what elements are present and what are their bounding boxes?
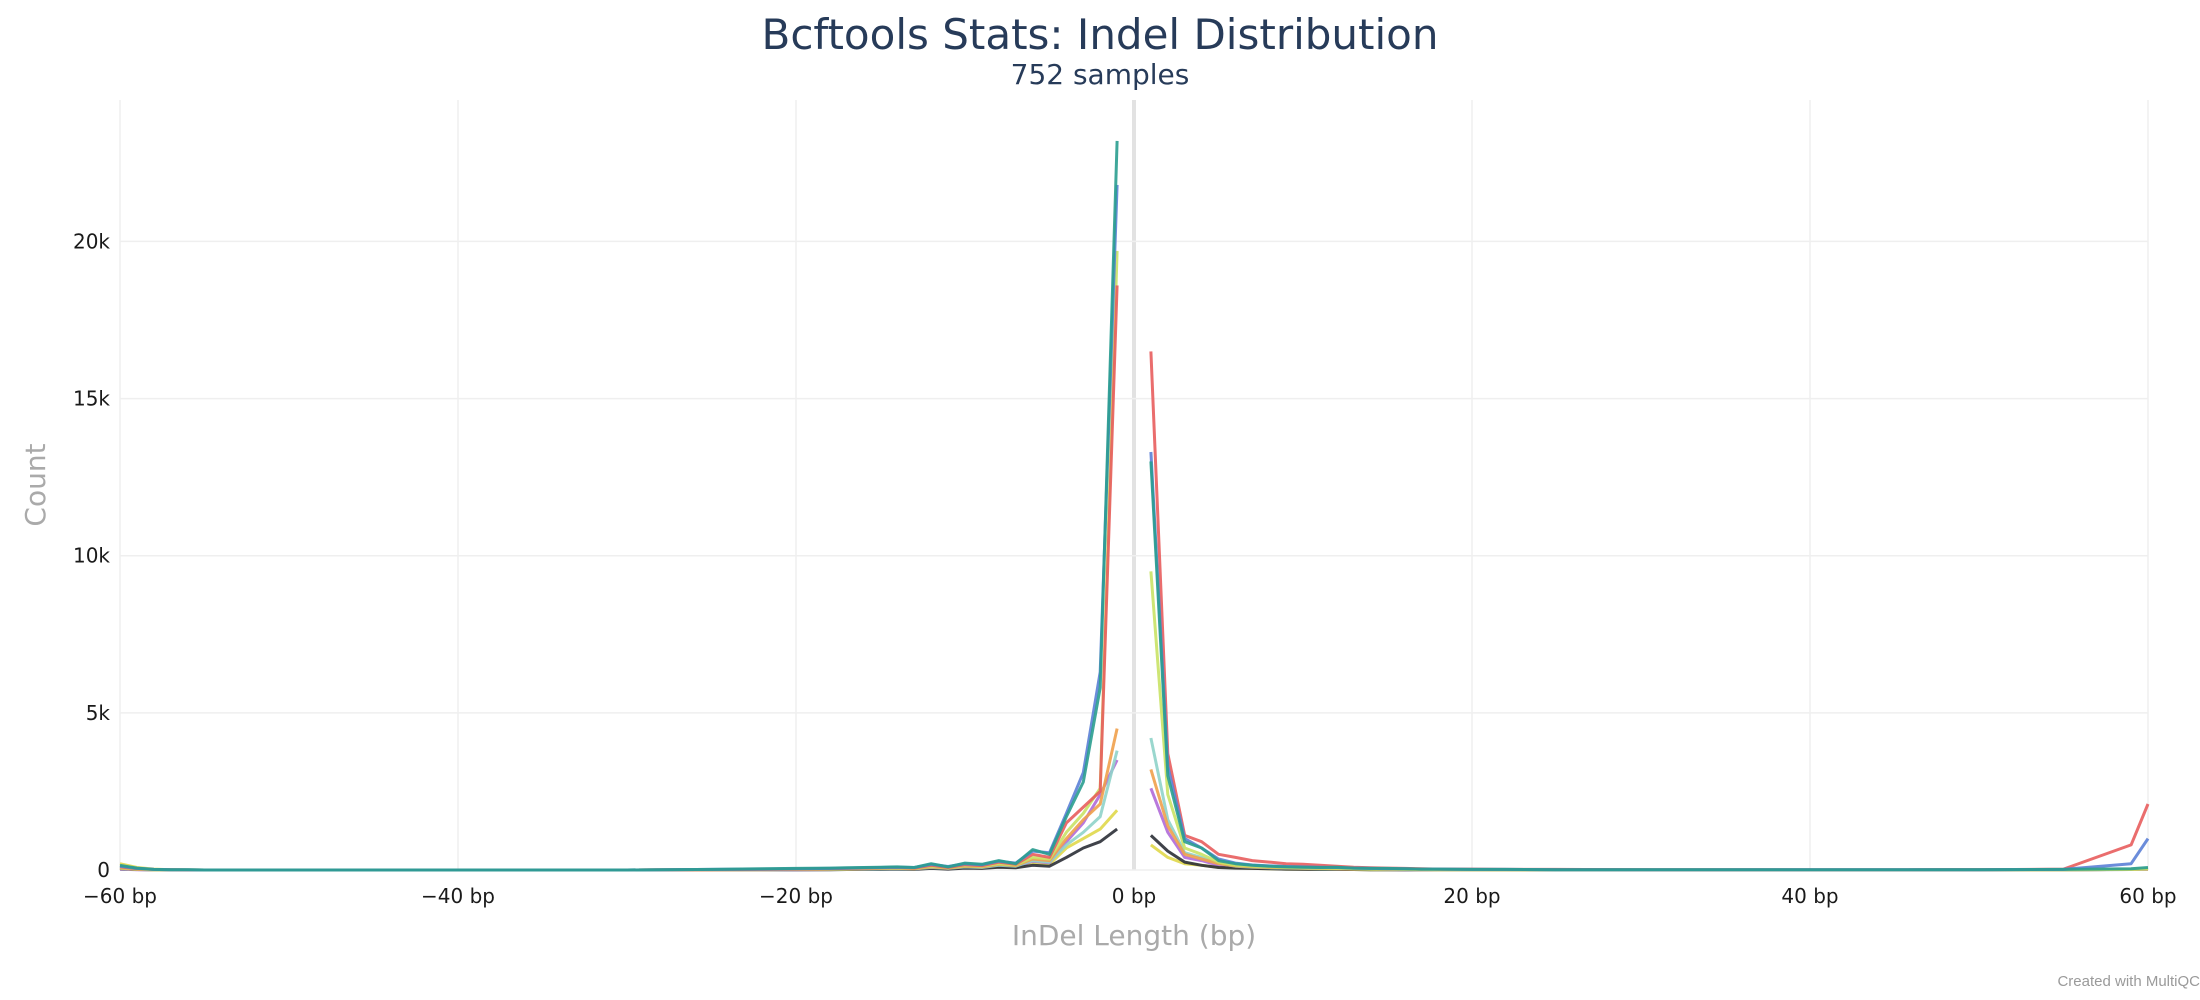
series-line (1149, 571, 2149, 872)
x-axis-ticks: −60 bp −40 bp −20 bp 0 bp 20 bp 40 bp 60 bp (83, 884, 2177, 908)
x-tick-label: 40 bp (1781, 884, 1838, 908)
chart-title: Bcftools Stats: Indel Distribution (761, 10, 1439, 59)
series-line (119, 759, 1119, 872)
x-tick-label: −20 bp (759, 884, 833, 908)
series-line (119, 809, 1119, 872)
series-line (119, 285, 1119, 872)
series-line (119, 250, 1119, 872)
chart-subtitle: 752 samples (1010, 58, 1190, 91)
grid (119, 100, 2149, 871)
series-line (119, 140, 1119, 872)
y-tick-label: 15k (73, 387, 110, 411)
series-line (119, 184, 1119, 872)
series-line (119, 750, 1119, 872)
series-line (1149, 451, 2150, 872)
x-tick-label: −40 bp (421, 884, 495, 908)
y-tick-label: 0 (97, 858, 110, 882)
series-line (1149, 461, 2149, 872)
x-tick-label: 60 bp (2119, 884, 2176, 908)
y-tick-label: 20k (73, 229, 110, 253)
y-axis-ticks: 0 5k 10k 15k 20k (73, 229, 110, 882)
series-line (119, 728, 1119, 872)
series-group (119, 140, 2150, 872)
series-line (1149, 737, 2149, 872)
x-axis-label: InDel Length (bp) (1012, 919, 1256, 952)
y-tick-label: 5k (86, 701, 111, 725)
credit-text: Created with MultiQC (2057, 973, 2200, 990)
series-line (1149, 768, 2149, 872)
y-axis-label: Count (19, 443, 52, 526)
series-line (1149, 351, 2150, 872)
y-tick-label: 10k (73, 544, 110, 568)
x-tick-label: 0 bp (1112, 884, 1156, 908)
series-line (1149, 787, 2149, 872)
x-tick-label: −60 bp (83, 884, 157, 908)
x-tick-label: 20 bp (1443, 884, 1500, 908)
